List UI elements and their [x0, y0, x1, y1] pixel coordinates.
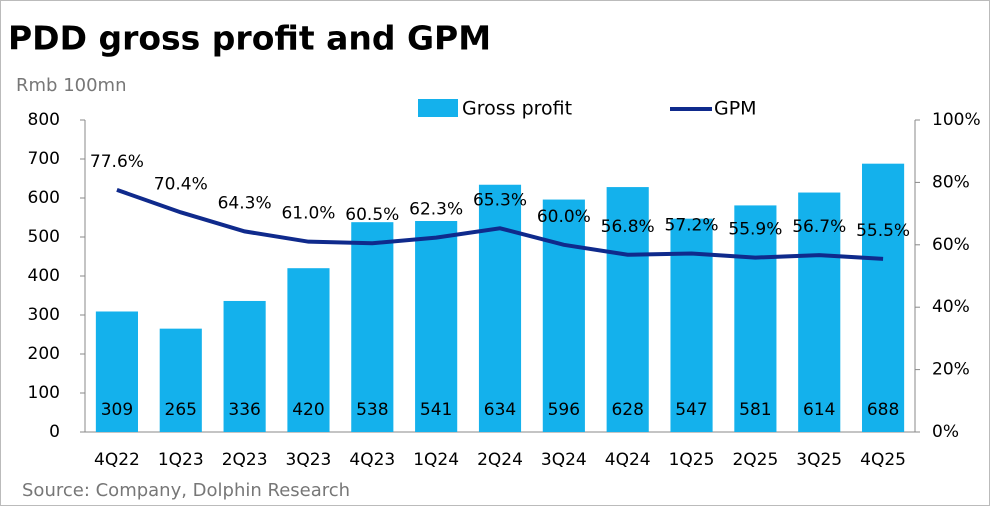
legend-swatch — [418, 99, 458, 117]
y-tick-label: 100 — [28, 383, 60, 403]
bar — [606, 187, 649, 432]
data-label: 55.5% — [856, 221, 910, 241]
y-tick-label: 300 — [28, 305, 60, 325]
data-label: 538 — [356, 400, 388, 420]
y-tick-label: 0 — [49, 422, 60, 442]
data-label: 628 — [611, 400, 643, 420]
data-label: 547 — [675, 400, 707, 420]
y-tick-label: 700 — [28, 149, 60, 169]
data-label: 60.5% — [345, 205, 399, 225]
x-tick-label: 1Q23 — [158, 450, 204, 470]
data-label: 614 — [803, 400, 835, 420]
x-tick-label: 4Q23 — [349, 450, 395, 470]
data-label: 70.4% — [154, 174, 208, 194]
y2-tick-label: 80% — [932, 172, 970, 192]
y-tick-label: 400 — [28, 266, 60, 286]
data-label: 77.6% — [90, 152, 144, 172]
bar — [862, 163, 905, 432]
line — [116, 188, 884, 261]
x-tick-label: 3Q24 — [541, 450, 587, 470]
chart-title: PDD gross profit and GPM — [8, 19, 491, 58]
data-label: 596 — [548, 400, 580, 420]
bar — [415, 221, 458, 432]
data-label: 56.7% — [792, 217, 846, 237]
x-tick-label: 4Q24 — [605, 450, 651, 470]
y2-tick-label: 40% — [932, 297, 970, 317]
x-tick-label: 2Q25 — [732, 450, 778, 470]
bar — [95, 311, 138, 432]
data-label: 634 — [484, 400, 516, 420]
data-label: 64.3% — [218, 193, 272, 213]
y2-tick-label: 60% — [932, 235, 970, 255]
data-label: 309 — [101, 400, 133, 420]
x-tick-label: 2Q24 — [477, 450, 523, 470]
x-tick-label: 4Q22 — [94, 450, 140, 470]
data-label: 420 — [292, 400, 324, 420]
data-label: 581 — [739, 400, 771, 420]
bar — [734, 205, 777, 432]
bar — [287, 268, 330, 432]
legend-label: GPM — [714, 98, 757, 120]
y2-tick-label: 0% — [932, 422, 959, 442]
source: Source: Company, Dolphin Research — [22, 480, 350, 501]
bar — [223, 300, 266, 432]
y-tick-label: 600 — [28, 188, 60, 208]
data-label: 56.8% — [601, 217, 655, 237]
data-label: 336 — [228, 400, 260, 420]
data-label: 61.0% — [281, 204, 335, 224]
bar — [478, 184, 522, 432]
data-label: 62.3% — [409, 200, 463, 220]
x-tick-label: 3Q23 — [286, 450, 332, 470]
data-label: 55.9% — [728, 220, 782, 240]
data-label: 57.2% — [665, 216, 719, 236]
data-label: 265 — [165, 400, 197, 420]
data-label: 65.3% — [473, 190, 527, 210]
bar — [351, 222, 394, 432]
x-tick-label: 1Q24 — [413, 450, 459, 470]
y2-tick-label: 20% — [932, 360, 970, 380]
x-tick-label: 2Q23 — [222, 450, 268, 470]
y-axis-label: Rmb 100mn — [16, 75, 127, 96]
x-tick-label: 3Q25 — [796, 450, 842, 470]
y2-tick-label: 100% — [932, 110, 981, 130]
y-tick-label: 500 — [28, 227, 60, 247]
y-tick-label: 200 — [28, 344, 60, 364]
data-label: 541 — [420, 400, 452, 420]
bar — [542, 199, 585, 432]
bar — [159, 328, 202, 432]
legend-label: Gross profit — [462, 98, 572, 120]
y-tick-label: 800 — [28, 110, 60, 130]
bar — [798, 192, 841, 432]
data-label: 60.0% — [537, 207, 591, 227]
data-label: 688 — [867, 400, 899, 420]
x-tick-label: 4Q25 — [860, 450, 906, 470]
x-tick-label: 1Q25 — [669, 450, 715, 470]
